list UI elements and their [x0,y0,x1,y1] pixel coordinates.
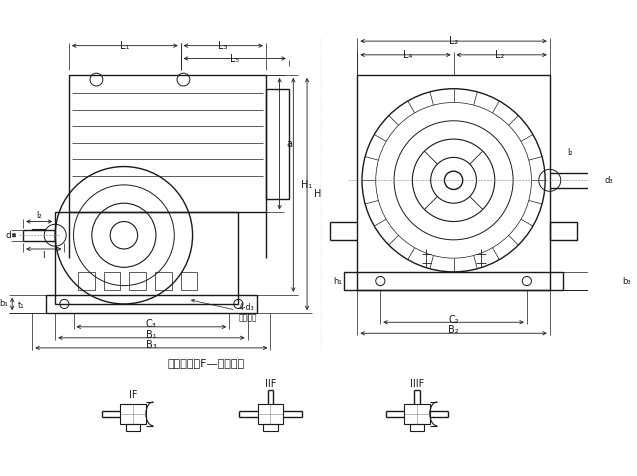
Bar [104,272,120,290]
Text: C₂: C₂ [448,315,459,325]
Bar [155,272,171,290]
Text: 4-d₃
螺栓直径: 4-d₃ 螺栓直径 [192,299,257,322]
Text: IF: IF [129,389,138,399]
Text: L₂: L₂ [449,36,458,46]
Bar [69,75,266,212]
Bar [125,424,140,431]
Text: d: d [6,231,11,240]
Bar [46,295,257,313]
Bar [263,424,278,431]
Text: a: a [286,139,292,149]
Bar [266,89,289,198]
Text: IIIF: IIIF [410,378,424,388]
Bar [55,212,238,304]
Text: L₅: L₅ [230,53,240,63]
Text: L₄: L₄ [403,50,413,60]
Bar [410,424,424,431]
Text: B₂: B₂ [448,326,459,336]
Text: H₁: H₁ [301,180,312,190]
Bar [404,404,430,424]
Bar [357,75,550,290]
Bar [257,404,283,424]
Text: B₁: B₁ [146,330,157,340]
Bar [344,272,564,290]
Text: H: H [315,189,322,199]
Text: B₃: B₃ [146,340,157,350]
Text: C₃: C₃ [146,319,157,329]
Text: l: l [42,251,45,260]
Text: t₁: t₁ [18,301,25,310]
Text: b₃: b₃ [622,277,631,286]
Bar [129,272,146,290]
Text: b₁: b₁ [0,299,8,308]
Text: l₂: l₂ [568,149,573,158]
Text: L₂: L₂ [495,50,504,60]
Text: d₃: d₃ [605,176,613,185]
Bar [78,272,94,290]
Text: h₁: h₁ [333,277,342,286]
Bar [120,404,146,424]
Bar [550,221,577,240]
Bar [181,272,197,290]
Text: L₃: L₃ [218,40,227,50]
Text: 装配形式（F—带风扇）: 装配形式（F—带风扇） [168,358,245,368]
Text: l₂: l₂ [36,210,41,219]
Text: IIF: IIF [265,378,276,388]
Text: L₁: L₁ [120,40,129,50]
